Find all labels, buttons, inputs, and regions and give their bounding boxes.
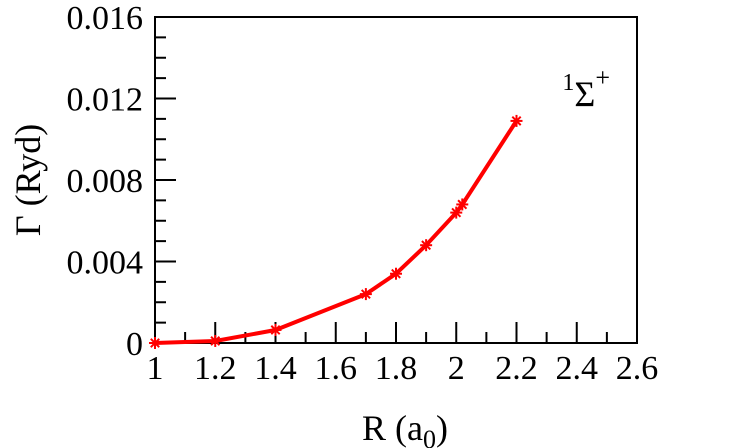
asterisk-marker (450, 206, 463, 219)
x-tick-label: 2.2 (495, 350, 538, 387)
asterisk-marker (149, 337, 161, 349)
asterisk-marker (359, 288, 372, 301)
y-tick-label: 0.008 (67, 163, 144, 200)
x-tick-label: 2.4 (556, 350, 599, 387)
x-tick-label: 1.6 (315, 350, 358, 387)
x-tick-label: 1 (147, 350, 164, 387)
asterisk-marker (510, 114, 523, 127)
y-axis-title: Γ (Ryd) (8, 124, 48, 236)
x-tick-label: 1.2 (194, 350, 237, 387)
x-tick-label: 2 (448, 350, 465, 387)
plot-frame (154, 16, 638, 344)
y-axis-tick-labels: 0 0.004 0.008 0.012 0.016 (67, 0, 144, 363)
y-tick-label: 0.012 (67, 82, 144, 119)
asterisk-marker (390, 267, 402, 280)
asterisk-marker (209, 334, 222, 347)
x-tick-label: 2.6 (616, 350, 659, 387)
y-tick-label: 0 (126, 326, 143, 363)
y-tick-label: 0.016 (67, 0, 144, 37)
series-line (154, 119, 519, 345)
x-axis-title: R (a0) (362, 408, 448, 448)
asterisk-marker (420, 239, 433, 252)
plot-border (154, 16, 638, 344)
asterisk-marker (456, 198, 469, 211)
y-axis-ticks (155, 16, 176, 344)
state-annotation: 1Σ+ (562, 63, 610, 114)
y-tick-label: 0.004 (67, 245, 144, 282)
x-tick-label: 1.8 (375, 350, 418, 387)
x-axis-tick-labels: 1 1.2 1.4 1.6 1.8 2 2.2 2.4 2.6 (147, 350, 659, 387)
x-tick-label: 1.4 (254, 350, 297, 387)
asterisk-marker (269, 323, 282, 336)
data-series (149, 114, 523, 349)
